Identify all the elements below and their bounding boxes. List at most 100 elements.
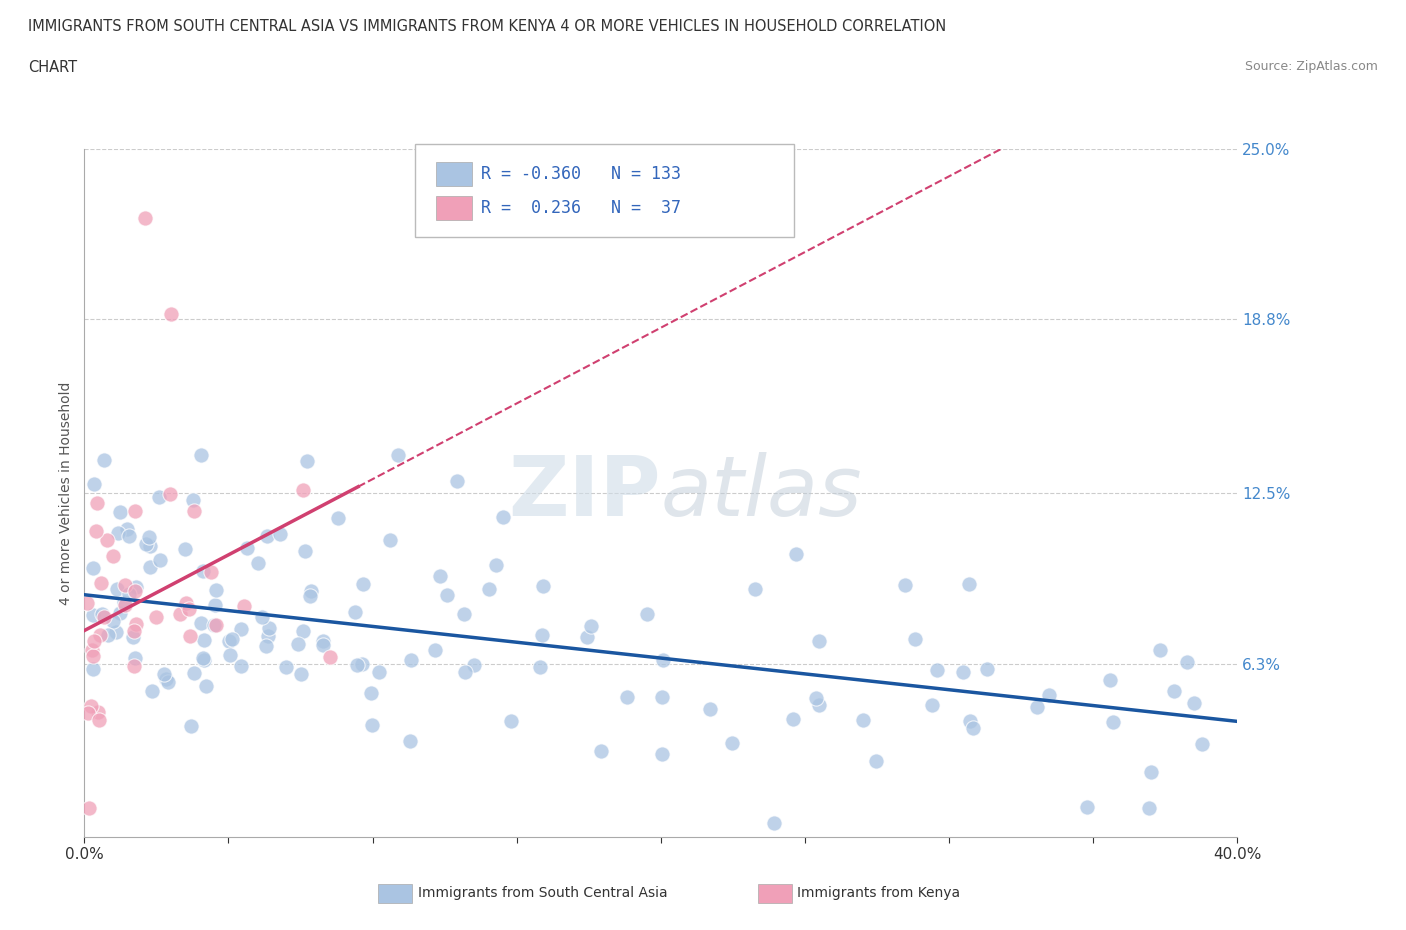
Point [77, 706, 100, 721]
Point [531, 578, 554, 593]
Point [183, 492, 205, 507]
Point [118, 586, 141, 601]
Point [360, 685, 382, 700]
Text: R = -0.360   N = 133: R = -0.360 N = 133 [481, 165, 681, 183]
Point [96, 533, 118, 548]
Point [852, 712, 875, 727]
Point [148, 489, 170, 504]
Point [591, 744, 613, 759]
Point [77, 801, 100, 816]
Point [326, 511, 349, 525]
Text: R =  0.236   N =  37: R = 0.236 N = 37 [481, 199, 681, 218]
Point [124, 651, 146, 666]
Point [579, 618, 602, 633]
Point [108, 606, 131, 621]
Point [252, 610, 274, 625]
Point [352, 657, 374, 671]
Point [247, 556, 270, 571]
Text: ZIP: ZIP [509, 452, 661, 534]
Point [763, 816, 786, 830]
Point [360, 717, 382, 732]
Point [125, 617, 148, 631]
Point [190, 447, 212, 462]
Point [159, 487, 181, 502]
Point [82, 643, 104, 658]
Point [191, 564, 214, 578]
Point [87, 712, 110, 727]
Point [446, 473, 468, 488]
Point [141, 684, 163, 698]
Point [352, 577, 374, 591]
Point [651, 690, 673, 705]
Point [135, 536, 157, 551]
Point [204, 618, 226, 632]
Point [257, 621, 280, 636]
Point [1163, 684, 1185, 698]
Point [83, 476, 105, 491]
Point [1182, 695, 1205, 710]
Point [387, 448, 409, 463]
Point [904, 631, 927, 646]
Text: Source: ZipAtlas.com: Source: ZipAtlas.com [1244, 60, 1378, 73]
Point [180, 719, 202, 734]
Point [157, 674, 180, 689]
Point [169, 607, 191, 622]
Point [86, 524, 108, 538]
Point [122, 630, 145, 644]
Point [492, 510, 515, 525]
Point [291, 483, 314, 498]
Point [925, 662, 948, 677]
Point [97, 628, 120, 643]
Point [1038, 687, 1060, 702]
Point [194, 678, 217, 693]
Point [652, 653, 675, 668]
Point [959, 714, 981, 729]
Point [191, 650, 214, 665]
Point [82, 561, 104, 576]
Point [101, 614, 124, 629]
Point [463, 658, 485, 672]
Point [453, 606, 475, 621]
Point [183, 504, 205, 519]
Point [183, 666, 205, 681]
Point [93, 453, 115, 468]
Point [124, 583, 146, 598]
Point [101, 549, 124, 564]
Point [436, 588, 458, 603]
Point [287, 636, 309, 651]
Point [76, 595, 98, 610]
Point [785, 546, 807, 561]
Point [295, 454, 318, 469]
Point [1191, 737, 1213, 751]
Point [368, 664, 391, 679]
Point [218, 647, 240, 662]
Point [651, 747, 673, 762]
Point [616, 690, 638, 705]
Point [80, 698, 103, 713]
Point [1026, 700, 1049, 715]
Point [957, 577, 980, 591]
Point [256, 529, 278, 544]
Point [200, 565, 222, 579]
Point [87, 705, 110, 720]
Point [399, 652, 422, 667]
Point [110, 504, 132, 519]
Point [429, 568, 451, 583]
Point [952, 664, 974, 679]
Point [231, 621, 253, 636]
Point [105, 581, 128, 596]
Point [807, 634, 830, 649]
Point [124, 503, 146, 518]
Point [149, 552, 172, 567]
Point [122, 624, 145, 639]
Point [114, 578, 136, 592]
Point [274, 659, 297, 674]
Point [176, 595, 198, 610]
Point [254, 638, 277, 653]
Point [177, 601, 200, 616]
Point [893, 578, 915, 592]
Point [112, 594, 135, 609]
Point [298, 589, 321, 604]
Text: Immigrants from South Central Asia: Immigrants from South Central Asia [418, 885, 668, 900]
Point [865, 754, 887, 769]
